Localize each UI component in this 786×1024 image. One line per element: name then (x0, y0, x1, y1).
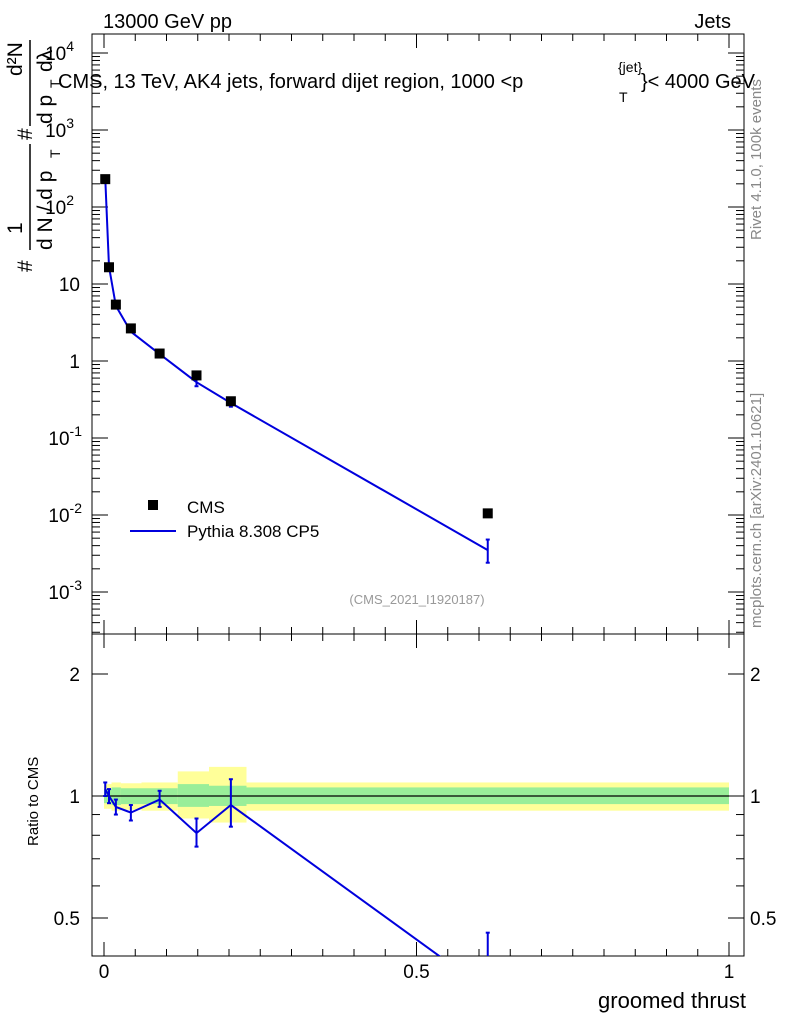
legend-cms-label: CMS (187, 498, 225, 517)
main-x-ticks: 0 0.5 1 (99, 34, 735, 983)
analysis-watermark: (CMS_2021_I1920187) (349, 592, 484, 607)
ratio-y-tick-label-right: 2 (750, 665, 761, 686)
legend: CMS Pythia 8.308 CP5 (130, 498, 319, 541)
cms-data-point (100, 174, 111, 185)
ratio-ticks: 0.5 0.5 1 1 2 2 (54, 665, 777, 930)
legend-mc-label: Pythia 8.308 CP5 (187, 522, 319, 541)
cms-data-point (225, 396, 236, 407)
rivet-label: Rivet 4.1.0, 100k events (748, 79, 765, 240)
ratio-bands (104, 766, 729, 823)
plot-title-sub: T (619, 89, 628, 105)
header-left: 13000 GeV pp (103, 11, 232, 33)
plot-title: CMS, 13 TeV, AK4 jets, forward dijet reg… (58, 59, 756, 105)
y-title-dn: d N / d p (34, 171, 57, 250)
cms-data-point (191, 370, 202, 381)
ratio-y-tick-label: 2 (69, 665, 80, 686)
plot-title-suffix: }< 4000 GeV (641, 71, 756, 93)
ratio-plot-area (103, 778, 490, 956)
plot-title-sup: {jet} (618, 59, 642, 75)
y-title-one: 1 (4, 222, 27, 234)
y-title-hash1: # (14, 260, 37, 272)
x-tick-label: 0 (99, 962, 110, 983)
mc-line (104, 178, 489, 551)
ratio-panel-frame (91, 633, 745, 957)
y-title-dlambda: dλ (34, 49, 57, 72)
main-y-tick-label: 102 (45, 192, 74, 219)
main-y-tick-label: 10-1 (48, 423, 82, 450)
cms-data-point (104, 262, 114, 273)
main-y-axis-title: # 1 d N / d p T # d²N d p T dλ (4, 40, 63, 272)
x-tick-label: 0.5 (403, 962, 429, 983)
ratio-y-tick-label-right: 1 (750, 787, 761, 808)
cms-data-point (482, 508, 493, 519)
main-plot-area (100, 174, 493, 564)
main-y-tick-label: 1 (69, 352, 80, 373)
ratio-y-tick-label: 1 (69, 787, 80, 808)
ratio-y-tick-label: 0.5 (54, 909, 80, 930)
x-tick-label: 1 (724, 962, 735, 983)
cms-data-point (125, 323, 136, 334)
cms-data-point (110, 299, 121, 310)
y-title-sub-t1: T (47, 149, 63, 158)
main-panel-frame (91, 33, 745, 635)
main-y-tick-label: 10-3 (48, 577, 82, 604)
ratio-y-tick-label-right: 0.5 (750, 909, 776, 930)
plot-title-prefix-text: CMS, 13 TeV, AK4 jets, forward dijet reg… (58, 71, 523, 93)
main-y-tick-label: 104 (45, 38, 74, 65)
x-axis-title: groomed thrust (598, 988, 746, 1013)
ratio-mc-line (104, 788, 441, 956)
y-title-dpt: d p (34, 95, 57, 124)
y-title-d2n: d²N (4, 42, 27, 76)
ratio-y-axis-title: Ratio to CMS (25, 757, 42, 846)
header-right: Jets (694, 11, 731, 33)
y-title-hash2: # (14, 128, 37, 140)
main-y-tick-label: 103 (45, 115, 74, 142)
plot-title-prefix: CMS, 13 TeV, AK4 jets, forward dijet reg… (58, 71, 523, 93)
main-y-ticks: 10-3 10-2 10-1 1 10 102 103 104 (45, 38, 744, 633)
cms-data-point (154, 348, 165, 359)
main-y-tick-label: 10 (59, 275, 80, 296)
main-y-tick-label: 10-2 (48, 500, 82, 527)
mcplots-label: mcplots.cern.ch [arXiv:2401.10621] (748, 393, 765, 628)
legend-cms-marker (148, 500, 158, 510)
y-title-sub-t2: T (47, 79, 63, 88)
